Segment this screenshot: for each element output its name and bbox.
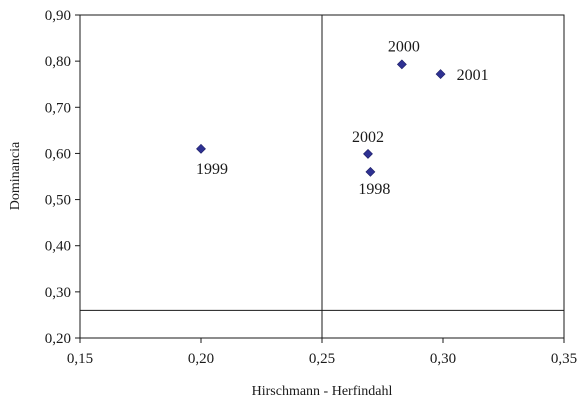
data-label-2001: 2001 <box>457 67 489 84</box>
y-tick-label: 0,40 <box>45 239 71 255</box>
y-tick-label: 0,60 <box>45 146 71 162</box>
data-point-1999 <box>196 143 206 154</box>
x-axis-title: Hirschmann - Herfindahl <box>252 384 393 399</box>
x-tick-label: 0,20 <box>188 351 214 367</box>
y-tick-label: 0,50 <box>45 193 71 209</box>
data-label-2002: 2002 <box>352 129 384 146</box>
data-label-1999: 1999 <box>196 161 228 178</box>
y-tick-label: 0,70 <box>45 100 71 116</box>
data-point-2002 <box>363 148 373 159</box>
x-tick-label: 0,15 <box>67 351 93 367</box>
reference-lines <box>80 15 564 338</box>
data-label-1998: 1998 <box>358 181 390 198</box>
data-point-2000 <box>396 59 407 70</box>
y-tick-label: 0,30 <box>45 285 71 301</box>
x-tick-label: 0,30 <box>430 351 456 367</box>
y-tick-label: 0,80 <box>45 54 71 70</box>
x-tick-label: 0,35 <box>551 351 577 367</box>
y-axis-title: Dominancia <box>8 141 23 210</box>
data-points: 1999 2000 2001 2002 1998 <box>196 38 489 198</box>
data-point-1998 <box>365 166 376 177</box>
data-point-2001 <box>435 69 446 79</box>
axis-ticks: 0,20 0,30 0,40 0,50 0,60 0,70 0,80 0,90 0,15 0,20… <box>45 8 577 367</box>
data-label-2000: 2000 <box>388 38 420 55</box>
y-tick-label: 0,20 <box>45 331 71 347</box>
x-tick-label: 0,25 <box>309 351 335 367</box>
y-tick-label: 0,90 <box>45 8 71 24</box>
